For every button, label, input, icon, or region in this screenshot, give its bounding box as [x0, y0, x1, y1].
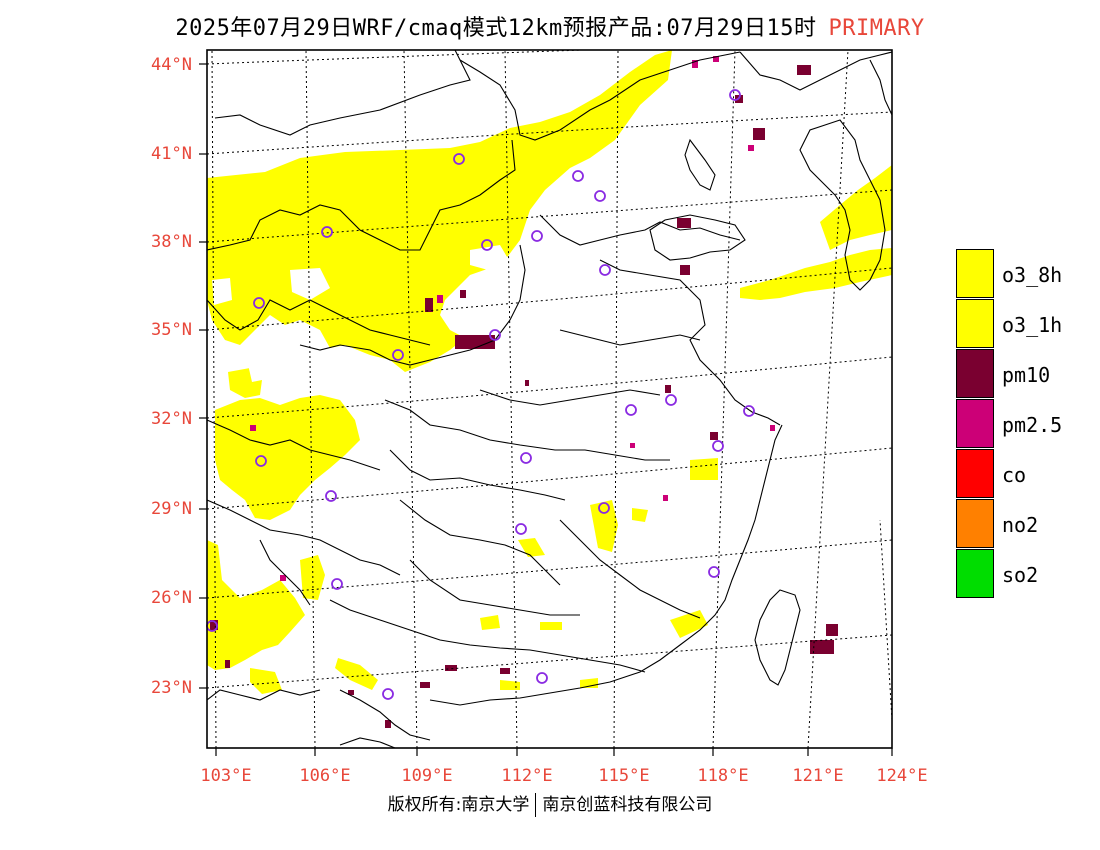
lon-label: 124°E [876, 766, 928, 786]
lat-label: 41°N [151, 144, 192, 164]
legend-label: co [1002, 463, 1027, 487]
lat-label: 29°N [151, 499, 192, 519]
legend-swatch [956, 449, 994, 498]
lon-label: 109°E [401, 766, 453, 786]
lat-label: 32°N [151, 409, 192, 429]
copyright-footer: 版权所有:南京大学 南京创蓝科技有限公司 [0, 790, 1100, 817]
lon-label: 115°E [598, 766, 650, 786]
boundaries [207, 50, 892, 748]
legend-label: so2 [1002, 563, 1039, 587]
legend-label: o3_8h [1002, 263, 1063, 287]
lon-label: 118°E [697, 766, 749, 786]
lon-label: 112°E [501, 766, 553, 786]
legend-swatch [956, 549, 994, 598]
copyright-left: 版权所有:南京大学 [387, 795, 530, 815]
copyright-right: 南京创蓝科技有限公司 [542, 795, 713, 815]
lon-label: 121°E [792, 766, 844, 786]
graticule [207, 50, 892, 748]
pm10-exceedance-cells [210, 65, 838, 728]
footer-divider [535, 793, 537, 817]
lat-label: 26°N [151, 588, 192, 608]
lat-label: 35°N [151, 320, 192, 340]
lat-label: 38°N [151, 232, 192, 252]
map-frame [206, 49, 893, 749]
primary-tag: PRIMARY [828, 16, 925, 41]
legend-label: o3_1h [1002, 313, 1063, 337]
legend-label: no2 [1002, 513, 1039, 537]
lon-label: 106°E [299, 766, 351, 786]
legend-label: pm10 [1002, 363, 1051, 387]
legend-swatch [956, 349, 994, 398]
clear-areas [212, 245, 510, 382]
legend-swatch [956, 249, 994, 298]
legend-label: pm2.5 [1002, 413, 1063, 437]
pm25-exceedance-cells [250, 56, 775, 581]
lon-label: 103°E [200, 766, 252, 786]
axis-ticks [199, 63, 893, 756]
legend-swatch [956, 499, 994, 548]
legend-swatch [956, 299, 994, 348]
legend-swatch [956, 399, 994, 448]
map-title: 2025年07月29日WRF/cmaq模式12km预报产品:07月29日15时 P… [0, 10, 1100, 42]
station-markers [206, 89, 755, 700]
lat-label: 44°N [151, 55, 192, 75]
lat-label: 23°N [151, 678, 192, 698]
title-text: 2025年07月29日WRF/cmaq模式12km预报产品:07月29日15时 [175, 16, 817, 41]
